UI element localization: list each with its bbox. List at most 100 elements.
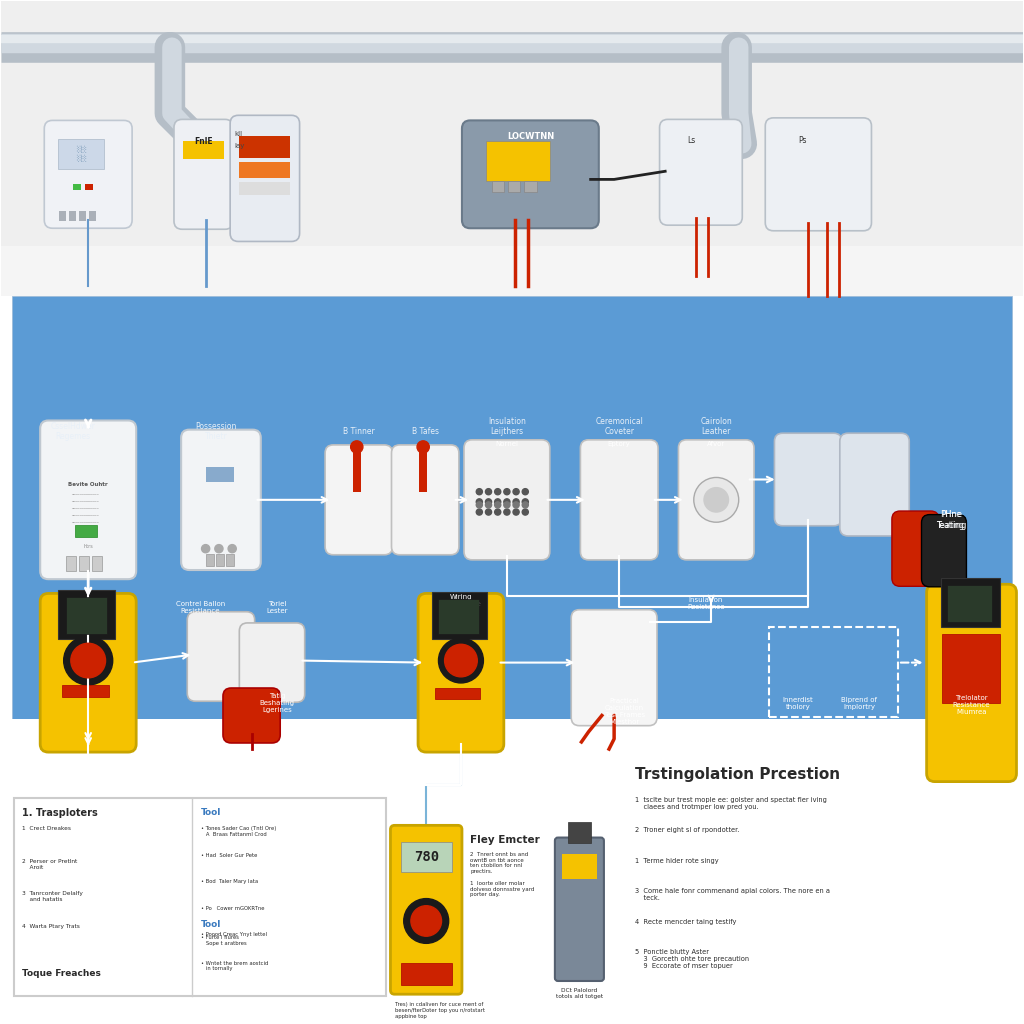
Text: 4  Warta Ptary Trats: 4 Warta Ptary Trats [22, 924, 80, 929]
Text: DCt Palolord
totols ald totget: DCt Palolord totols ald totget [556, 988, 603, 998]
Circle shape [495, 488, 501, 495]
Circle shape [411, 905, 441, 936]
Text: Ls: Ls [688, 136, 696, 145]
Bar [11, 296, 1013, 719]
Circle shape [522, 499, 528, 505]
FancyBboxPatch shape [922, 515, 967, 587]
Circle shape [417, 441, 429, 453]
FancyBboxPatch shape [187, 611, 255, 701]
Circle shape [495, 502, 501, 508]
Circle shape [504, 488, 510, 495]
Bar [562, 854, 597, 880]
Text: Toriel
Lester: Toriel Lester [266, 601, 288, 614]
Bar [206, 467, 234, 481]
FancyBboxPatch shape [391, 444, 459, 555]
Text: 4  Recte mencder taing testify: 4 Recte mencder taing testify [635, 919, 736, 925]
Text: • Furte l flures
   Sope t aratbres: • Furte l flures Sope t aratbres [201, 935, 247, 946]
Bar [438, 598, 479, 634]
Circle shape [504, 502, 510, 508]
Bar [69, 211, 76, 221]
Circle shape [522, 509, 528, 515]
Text: 1  Crect Dreakes: 1 Crect Dreakes [22, 826, 71, 831]
FancyBboxPatch shape [390, 825, 462, 994]
Bar [1, 246, 1023, 296]
Bar [66, 556, 76, 571]
FancyBboxPatch shape [40, 421, 136, 580]
Bar [942, 634, 1000, 703]
Text: Innerdist
tholory: Innerdist tholory [782, 696, 813, 710]
Bar [240, 182, 291, 195]
Bar [226, 554, 234, 566]
Text: LOCWTNN: LOCWTNN [507, 132, 554, 141]
Circle shape [476, 509, 482, 515]
FancyBboxPatch shape [44, 121, 132, 228]
Text: • Po   Cower mGOKRTne: • Po Cower mGOKRTne [201, 905, 264, 910]
Text: 5  Ponctle blutty Aster
    3  Gorceth ohte tore precaution
    9  Eccorate of m: 5 Ponctle blutty Aster 3 Gorceth ohte to… [635, 949, 749, 970]
FancyBboxPatch shape [840, 433, 909, 536]
FancyBboxPatch shape [555, 838, 604, 981]
Bar [79, 556, 89, 571]
Text: ─────────────: ───────────── [71, 500, 98, 504]
Bar [73, 184, 81, 189]
FancyBboxPatch shape [659, 120, 742, 225]
Text: • Poood Creac Ynyt lettel: • Poood Creac Ynyt lettel [201, 932, 266, 937]
Circle shape [476, 499, 482, 505]
Circle shape [522, 488, 528, 495]
Bar [13, 798, 386, 996]
Bar [419, 442, 427, 492]
Bar [400, 963, 452, 985]
Bar [1, 719, 1023, 1019]
Bar [1, 1, 1023, 296]
FancyBboxPatch shape [927, 585, 1017, 781]
Text: 2  Troner eight sl of rpondotter.: 2 Troner eight sl of rpondotter. [635, 827, 739, 834]
Circle shape [202, 545, 210, 553]
FancyBboxPatch shape [892, 511, 939, 587]
Circle shape [513, 509, 519, 515]
Text: Trelolator
Resistance
Mlumrea: Trelolator Resistance Mlumrea [952, 695, 990, 716]
Text: • Bod  Taler Mary lata: • Bod Taler Mary lata [201, 880, 258, 885]
Bar [486, 140, 550, 181]
Bar [216, 554, 224, 566]
Bar [57, 138, 103, 169]
Text: Tres) in cdaliven for cuce ment of
besen/fterDoter top you n/rotstart
appbine to: Tres) in cdaliven for cuce ment of besen… [394, 1002, 484, 1019]
Text: • Tones Sader Cao (Tntl Ore)
   A  Braas Fattanml Crod: • Tones Sader Cao (Tntl Ore) A Braas Fat… [201, 826, 275, 838]
Text: ─────────────: ───────────── [71, 521, 98, 525]
Bar [183, 140, 224, 159]
Text: 2  Tnrert onnt bs and
owntB on tbt aonce
ten ctobilon for nnl
prectirs.

1  Ioor: 2 Tnrert onnt bs and owntB on tbt aonce … [470, 852, 535, 897]
Text: PHne
Teating: PHne Teating [936, 511, 967, 529]
Text: Tool: Tool [201, 920, 221, 929]
Text: ─────────────: ───────────── [71, 507, 98, 511]
Bar [85, 184, 93, 189]
FancyBboxPatch shape [462, 121, 599, 228]
Circle shape [228, 545, 237, 553]
Text: PHne
Teating: PHne Teating [937, 511, 965, 529]
Text: Wiring
Resistlance
Leather: Wiring Resistlance Leather [441, 594, 480, 613]
Text: 3  Tanrconter Delalfy
    and hatatis: 3 Tanrconter Delalfy and hatatis [22, 892, 83, 902]
Circle shape [495, 499, 501, 505]
Text: Eptory: Eptory [608, 441, 631, 446]
Circle shape [215, 545, 223, 553]
Text: Tatig
Beshating
Lgerines: Tatig Beshating Lgerines [260, 693, 295, 714]
Text: Insulation
Leijthers: Insulation Leijthers [488, 417, 526, 436]
Circle shape [444, 644, 477, 677]
FancyBboxPatch shape [571, 609, 657, 726]
Bar [75, 525, 97, 538]
Text: htrs: htrs [83, 544, 93, 549]
FancyBboxPatch shape [418, 594, 504, 752]
Circle shape [513, 488, 519, 495]
FancyBboxPatch shape [174, 120, 233, 229]
Text: Insulation
Resistance: Insulation Resistance [687, 597, 725, 610]
Text: kll: kll [234, 131, 243, 136]
Text: Afvor: Afvor [708, 441, 725, 446]
Circle shape [522, 502, 528, 508]
Circle shape [71, 643, 105, 678]
Circle shape [438, 638, 483, 683]
FancyBboxPatch shape [181, 430, 261, 570]
Text: Blprend of
Implortry: Blprend of Implortry [841, 696, 878, 710]
Circle shape [694, 477, 738, 522]
FancyBboxPatch shape [765, 118, 871, 230]
Circle shape [476, 488, 482, 495]
Text: 780: 780 [414, 850, 438, 864]
Bar [524, 181, 537, 191]
FancyBboxPatch shape [464, 440, 550, 560]
